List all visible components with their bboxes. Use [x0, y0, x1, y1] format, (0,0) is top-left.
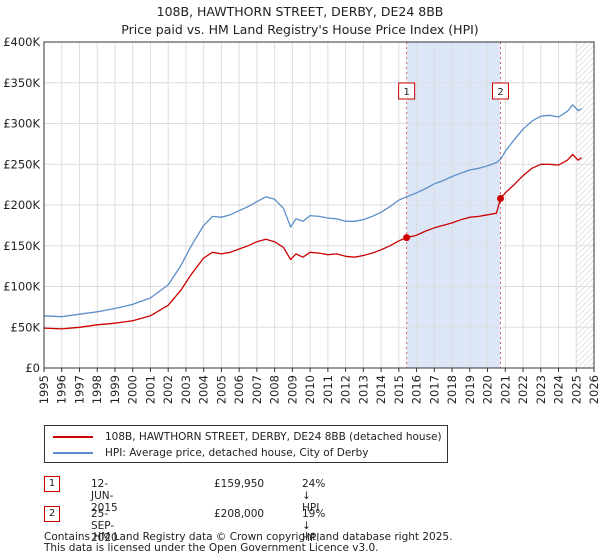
sale-point [403, 234, 411, 242]
x-tick-label: 2017 [427, 375, 441, 404]
x-tick-label: 2004 [197, 375, 211, 404]
x-tick-label: 2012 [339, 375, 353, 404]
x-tick-label: 1998 [90, 375, 104, 404]
legend-swatch-property [53, 436, 93, 438]
transaction-date: 25-SEP-2020 [91, 508, 118, 544]
x-tick-label: 2021 [498, 375, 512, 404]
y-tick-label: £100K [3, 280, 40, 294]
legend-item-hpi: HPI: Average price, detached house, City… [53, 445, 368, 461]
hpi-line [43, 104, 582, 318]
y-tick-label: £350K [3, 76, 40, 90]
x-tick-label: 2026 [587, 375, 600, 404]
x-tick-label: 1996 [55, 375, 69, 404]
x-tick-label: 2009 [285, 375, 299, 404]
legend-swatch-hpi [53, 452, 93, 454]
chart-legend: 108B, HAWTHORN STREET, DERBY, DE24 8BB (… [44, 425, 448, 463]
legend-label-hpi: HPI: Average price, detached house, City… [105, 447, 369, 459]
transaction-hpi-delta: 24% ↓ HPI [302, 478, 326, 514]
property-price-line [43, 153, 582, 330]
y-tick-label: £300K [3, 117, 40, 131]
transaction-hpi-delta: 19% ↓ HPI [302, 508, 326, 544]
x-tick-label: 2007 [250, 375, 264, 404]
y-tick-label: £150K [3, 239, 40, 253]
plot-frame [43, 41, 595, 369]
sale-label-number: 2 [497, 87, 503, 98]
x-tick-label: 2020 [481, 375, 495, 404]
sale-label-box [398, 82, 416, 100]
y-tick-label: £250K [3, 157, 40, 171]
legend-item-property: 108B, HAWTHORN STREET, DERBY, DE24 8BB (… [53, 429, 442, 445]
transaction-marker: 1 [44, 476, 60, 492]
x-tick-label: 2024 [552, 375, 566, 404]
y-tick-label: £50K [11, 320, 41, 334]
x-tick-label: 2022 [516, 375, 530, 404]
transaction-marker: 2 [44, 506, 60, 522]
x-tick-label: 2010 [303, 375, 317, 404]
sale-point [497, 194, 504, 202]
x-tick-label: 2018 [445, 375, 459, 404]
x-tick-label: 2016 [410, 375, 424, 404]
x-tick-label: 2011 [321, 375, 335, 404]
transaction-date: 12-JUN-2015 [91, 478, 118, 514]
x-tick-label: 2001 [143, 375, 157, 404]
sale-label-number: 1 [403, 87, 409, 98]
y-tick-label: £400K [3, 35, 40, 49]
y-tick-label: £0 [25, 361, 40, 375]
x-tick-label: 2006 [232, 375, 246, 404]
x-tick-label: 2008 [268, 375, 282, 404]
x-tick-label: 2014 [374, 375, 388, 404]
legend-label-property: 108B, HAWTHORN STREET, DERBY, DE24 8BB (… [105, 431, 442, 443]
x-tick-label: 2013 [356, 375, 370, 404]
sale-label-box [492, 82, 509, 100]
price-chart: £0 £50K £100K £150K £200K £250K £300K £350K £400… [3, 35, 600, 404]
transaction-price: £208,000 [214, 508, 265, 520]
x-tick-label: 2003 [179, 375, 193, 404]
x-tick-label: 2023 [534, 375, 548, 404]
transaction-price: £159,950 [214, 478, 265, 490]
x-tick-label: 1999 [108, 375, 122, 404]
footer-line-licence: This data is licensed under the Open Gov… [44, 542, 379, 554]
x-tick-label: 2002 [161, 375, 175, 404]
x-tick-label: 2015 [392, 375, 406, 404]
chart-subtitle: Price paid vs. HM Land Registry's House … [121, 22, 479, 37]
footer-line-copyright: Contains HM Land Registry data © Crown c… [44, 531, 453, 543]
footer-attribution: Contains HM Land Registry data © Crown c… [44, 532, 452, 554]
x-tick-label: 1997 [72, 375, 86, 404]
x-tick-label: 2019 [463, 375, 477, 404]
y-tick-label: £200K [3, 198, 40, 212]
x-tick-label: 1995 [37, 375, 51, 404]
x-tick-label: 2025 [569, 375, 583, 404]
chart-title: 108B, HAWTHORN STREET, DERBY, DE24 8BB [156, 4, 444, 19]
x-tick-label: 2000 [126, 375, 140, 404]
x-tick-label: 2005 [214, 375, 228, 404]
